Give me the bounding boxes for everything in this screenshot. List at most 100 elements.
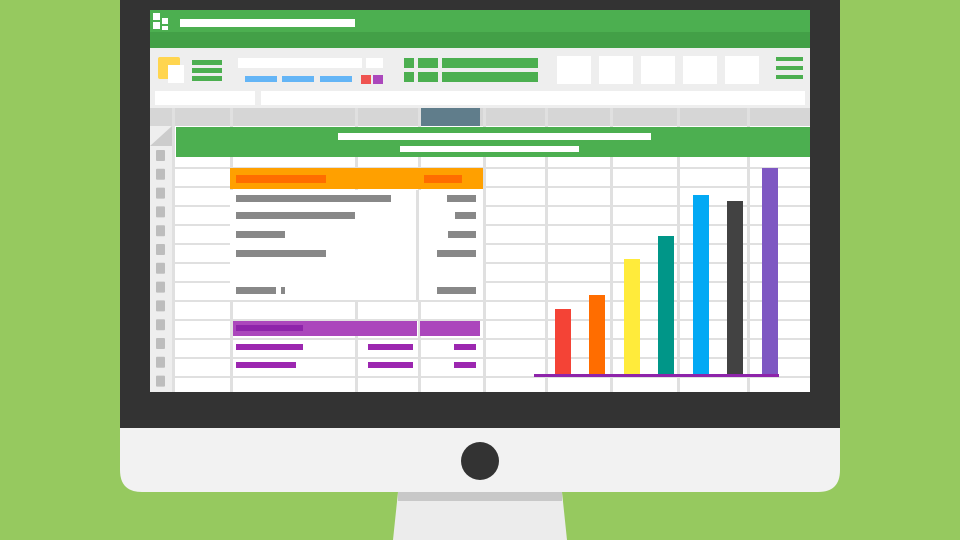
summary-text (368, 362, 413, 368)
table-header-text (236, 175, 326, 183)
toolbar-button (599, 56, 633, 84)
row-marker (156, 356, 165, 368)
row-marker (156, 244, 165, 255)
logo (162, 18, 168, 24)
toolbar-button (683, 56, 717, 84)
summary-text (368, 344, 413, 350)
row-line (172, 186, 810, 188)
selected-column (420, 108, 480, 126)
row-marker (156, 206, 165, 218)
row-text (236, 231, 285, 238)
column-line (172, 108, 175, 392)
row-headers (150, 126, 172, 392)
column-line (545, 108, 548, 392)
row-line (172, 338, 810, 340)
row-line (172, 357, 810, 359)
row-line (172, 281, 810, 283)
toolbar-item (404, 72, 414, 82)
size-box (366, 58, 383, 68)
summary-header (420, 321, 480, 336)
table-header-text (424, 175, 462, 183)
row-line (172, 300, 810, 302)
table-divider (416, 190, 419, 300)
toolbar-item (245, 76, 277, 82)
summary-header-text (236, 325, 303, 331)
menu-icon (776, 57, 803, 61)
column-line (610, 108, 613, 392)
logo (153, 13, 160, 20)
toolbar-button (641, 56, 675, 84)
toolbar-item (192, 68, 222, 73)
row-text (236, 250, 326, 257)
row-text (236, 195, 391, 202)
row-line (172, 167, 810, 169)
title-placeholder (180, 19, 355, 27)
row-marker (156, 187, 165, 199)
toolbar-button (557, 56, 591, 84)
power-button (461, 442, 499, 480)
row-marker (156, 281, 165, 293)
row-marker (156, 262, 165, 274)
menu-icon (776, 66, 803, 70)
column-line (483, 108, 486, 392)
select-all (150, 126, 172, 146)
row-text (236, 287, 276, 294)
toolbar-button (725, 56, 759, 84)
summary-text (454, 344, 476, 350)
row-marker (156, 319, 165, 331)
row-marker (156, 168, 165, 180)
row-line (172, 224, 810, 226)
row-text (236, 212, 355, 219)
summary-text (236, 362, 296, 368)
row-marker (156, 150, 165, 161)
toolbar-buttons (557, 56, 759, 84)
font-box (238, 58, 362, 68)
summary-text (236, 344, 303, 350)
summary-rows (236, 344, 476, 368)
formula-bar (261, 91, 805, 105)
chart-bar (693, 195, 709, 375)
row-text (437, 287, 476, 294)
row-line (172, 376, 810, 378)
toolbar-item (442, 58, 538, 68)
toolbar-item (404, 58, 414, 68)
chart-bar (658, 236, 674, 375)
ribbon-tabs (150, 32, 810, 48)
chart-baseline (534, 374, 779, 377)
row-marker (156, 225, 165, 237)
toolbar-item (282, 76, 314, 82)
header-banner (176, 127, 810, 157)
toolbar-item (373, 75, 383, 84)
row-line (172, 205, 810, 207)
banner-title (338, 133, 651, 140)
stand-shadow (398, 492, 562, 501)
toolbar-item (361, 75, 371, 84)
column-line (677, 108, 680, 392)
toolbar-item (320, 76, 352, 82)
paste-icon (168, 65, 184, 83)
row-line (172, 243, 810, 245)
chart-bar (624, 259, 640, 375)
row-marker (156, 300, 165, 312)
toolbar-item (442, 72, 538, 82)
toolbar-item (192, 76, 222, 81)
banner-subtitle (400, 146, 579, 152)
row-text (455, 212, 476, 219)
row-marker (156, 375, 165, 387)
logo (162, 26, 168, 30)
toolbar-item (192, 60, 222, 65)
toolbar-item (418, 58, 438, 68)
name-box (155, 91, 255, 105)
row-marker (156, 338, 165, 349)
row-line (172, 262, 810, 264)
row-text (437, 250, 476, 257)
stand (393, 492, 567, 540)
table-body (230, 190, 483, 300)
logo (153, 22, 160, 29)
chart-bar (762, 168, 778, 375)
summary-header (233, 321, 417, 336)
toolbar-item (418, 72, 438, 82)
chart-bar (555, 309, 571, 375)
row-text (281, 287, 285, 294)
